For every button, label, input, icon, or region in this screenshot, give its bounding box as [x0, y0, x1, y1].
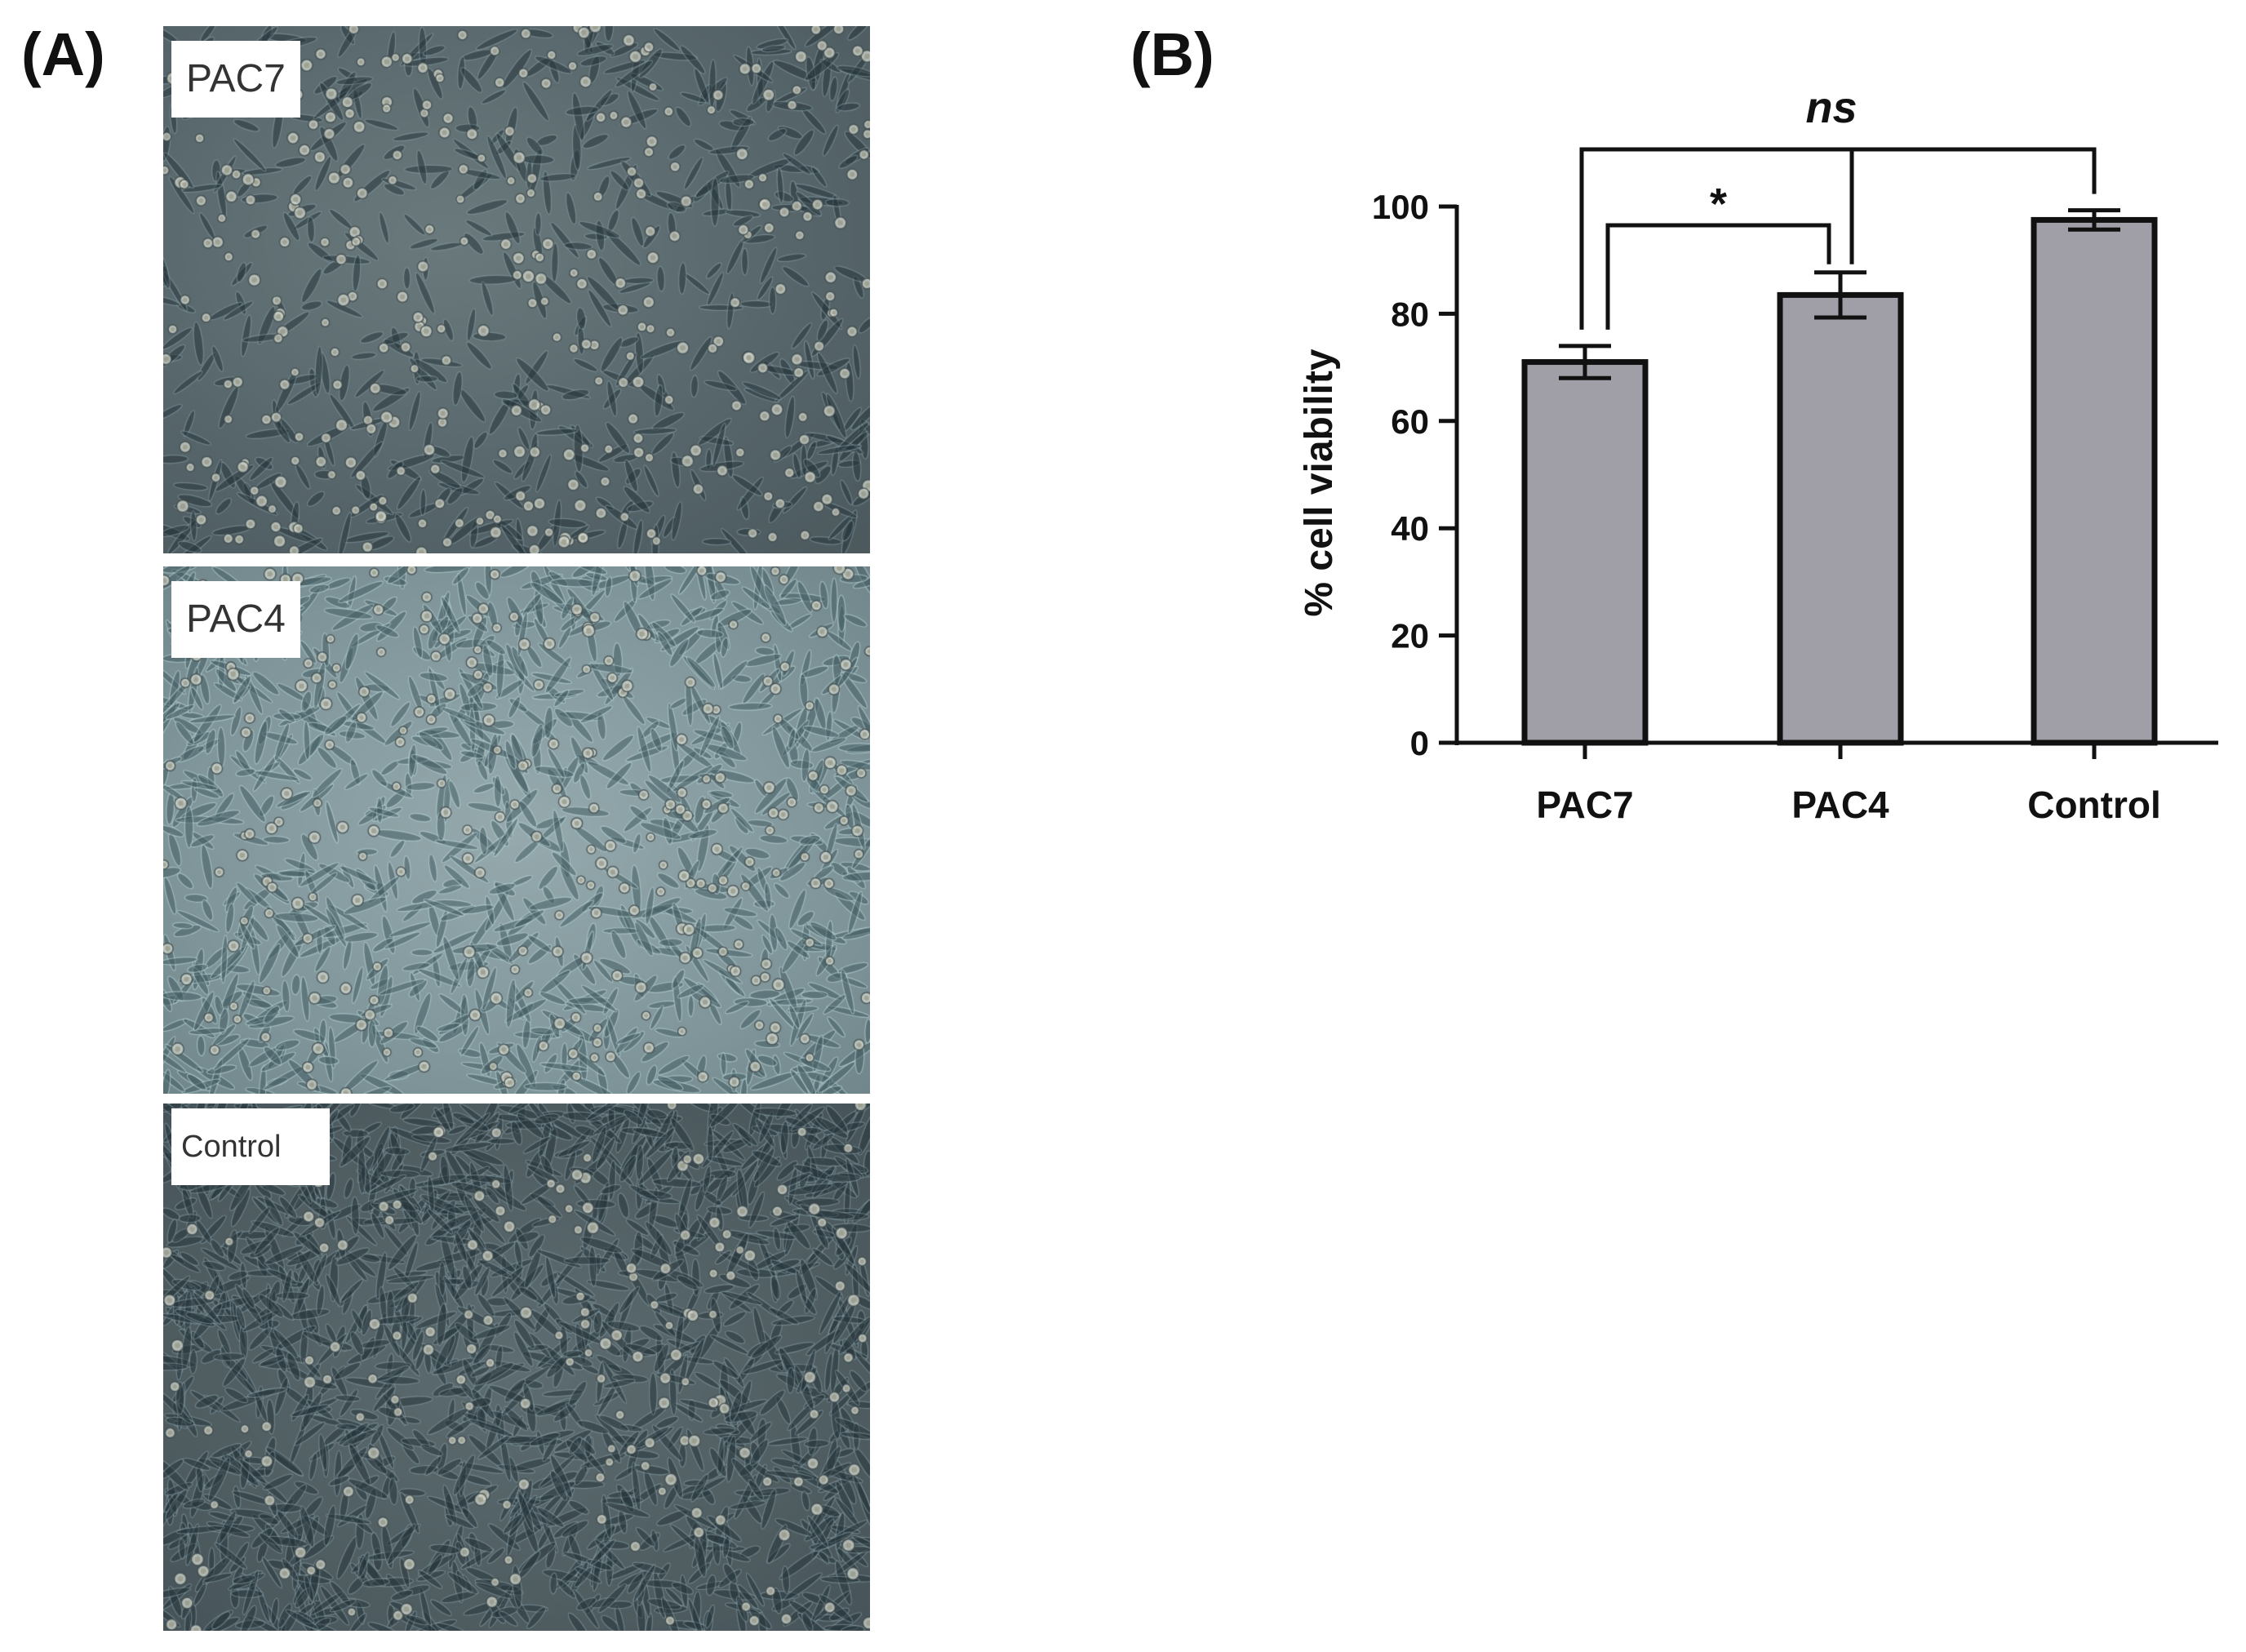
- micrograph-control: Control: [163, 1104, 870, 1631]
- panel-b-label: (B): [1130, 20, 1214, 88]
- x-tick-label-pac7: PAC7: [1536, 784, 1633, 826]
- micrograph-pac4-tag: PAC4: [171, 581, 300, 658]
- x-tick-label-control: Control: [2027, 784, 2161, 826]
- y-axis-title: % cell viability: [1298, 349, 1341, 616]
- significance-bracket-pac7-pac4: [1605, 223, 1831, 330]
- y-tick-label: 60: [1391, 402, 1429, 441]
- micrograph-control-tag: Control: [171, 1108, 330, 1185]
- micrograph-control-cells: [163, 1104, 870, 1631]
- y-tick-label: 0: [1410, 724, 1429, 762]
- micrograph-pac7-tag: PAC7: [171, 41, 300, 118]
- micrograph-pac7: PAC7: [163, 26, 870, 553]
- significance-label-pac7-control: ns: [1805, 83, 1857, 132]
- x-tick-label-pac4: PAC4: [1791, 784, 1889, 826]
- panel-a-label: (A): [21, 20, 105, 88]
- significance-label-pac7-pac4: *: [1710, 180, 1727, 229]
- y-tick-label: 20: [1391, 617, 1429, 655]
- bar-pac4: [1777, 291, 1904, 746]
- significance-bracket-pac7-control: [1579, 147, 2097, 330]
- y-tick-label: 80: [1391, 295, 1429, 333]
- micrograph-pac4: PAC4: [163, 566, 870, 1094]
- y-tick-label: 100: [1372, 188, 1429, 226]
- bar-control: [2031, 216, 2158, 746]
- bar-pac7: [1521, 359, 1649, 746]
- y-tick-label: 40: [1391, 509, 1429, 548]
